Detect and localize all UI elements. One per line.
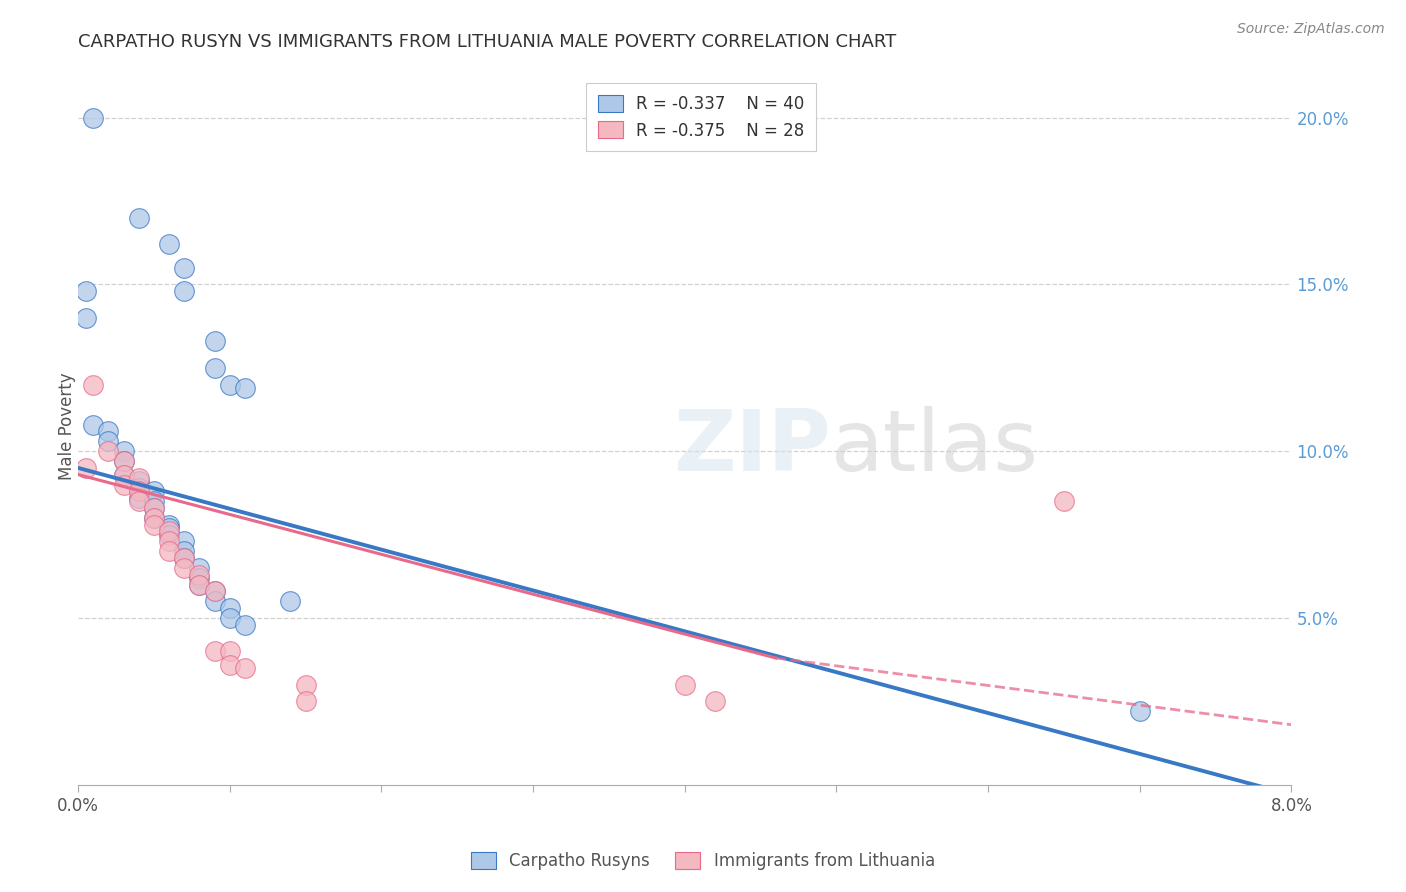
Point xyxy=(173,260,195,275)
Text: ZIP: ZIP xyxy=(672,406,831,489)
Point xyxy=(188,567,211,582)
Point xyxy=(233,661,256,675)
Point xyxy=(128,211,150,225)
Point xyxy=(128,475,150,489)
Point xyxy=(128,484,150,499)
Point xyxy=(142,500,165,515)
Point xyxy=(673,678,696,692)
Point xyxy=(704,694,727,708)
Point xyxy=(157,544,180,558)
Point xyxy=(218,644,240,658)
Point xyxy=(128,494,150,508)
Point xyxy=(112,467,135,482)
Point xyxy=(188,561,211,575)
Point xyxy=(82,417,104,432)
Point xyxy=(294,694,316,708)
Point xyxy=(1129,705,1152,719)
Point xyxy=(75,284,97,298)
Text: atlas: atlas xyxy=(831,406,1039,489)
Point xyxy=(173,551,195,566)
Point xyxy=(142,494,165,508)
Point xyxy=(188,577,211,591)
Legend: Carpatho Rusyns, Immigrants from Lithuania: Carpatho Rusyns, Immigrants from Lithuan… xyxy=(464,845,942,877)
Point xyxy=(280,594,302,608)
Point xyxy=(142,517,165,532)
Point xyxy=(157,517,180,532)
Point xyxy=(82,111,104,125)
Point xyxy=(142,511,165,525)
Point xyxy=(128,491,150,505)
Point xyxy=(157,534,180,549)
Point xyxy=(1053,494,1076,508)
Point xyxy=(112,467,135,482)
Point xyxy=(204,594,226,608)
Point xyxy=(173,544,195,558)
Point xyxy=(128,471,150,485)
Point xyxy=(173,551,195,566)
Point xyxy=(188,571,211,585)
Point xyxy=(218,377,240,392)
Point xyxy=(142,511,165,525)
Point xyxy=(157,527,180,541)
Point xyxy=(128,481,150,495)
Y-axis label: Male Poverty: Male Poverty xyxy=(58,372,76,480)
Point xyxy=(204,584,226,599)
Point xyxy=(112,477,135,491)
Point xyxy=(218,611,240,625)
Point xyxy=(173,284,195,298)
Point xyxy=(233,617,256,632)
Point xyxy=(75,310,97,325)
Point xyxy=(294,678,316,692)
Point xyxy=(204,584,226,599)
Point xyxy=(142,500,165,515)
Point xyxy=(97,444,120,458)
Point xyxy=(157,237,180,252)
Point xyxy=(204,360,226,375)
Point xyxy=(173,534,195,549)
Point xyxy=(233,381,256,395)
Point xyxy=(157,524,180,539)
Point xyxy=(97,434,120,449)
Point xyxy=(82,377,104,392)
Point xyxy=(97,424,120,438)
Point xyxy=(173,561,195,575)
Point xyxy=(112,444,135,458)
Point xyxy=(204,644,226,658)
Point xyxy=(157,521,180,535)
Point xyxy=(218,657,240,672)
Point xyxy=(75,461,97,475)
Text: Source: ZipAtlas.com: Source: ZipAtlas.com xyxy=(1237,22,1385,37)
Point xyxy=(112,454,135,468)
Legend: R = -0.337    N = 40, R = -0.375    N = 28: R = -0.337 N = 40, R = -0.375 N = 28 xyxy=(586,83,815,151)
Point xyxy=(204,334,226,348)
Point xyxy=(142,484,165,499)
Point xyxy=(218,601,240,615)
Text: CARPATHO RUSYN VS IMMIGRANTS FROM LITHUANIA MALE POVERTY CORRELATION CHART: CARPATHO RUSYN VS IMMIGRANTS FROM LITHUA… xyxy=(79,33,897,51)
Point xyxy=(112,454,135,468)
Point xyxy=(188,577,211,591)
